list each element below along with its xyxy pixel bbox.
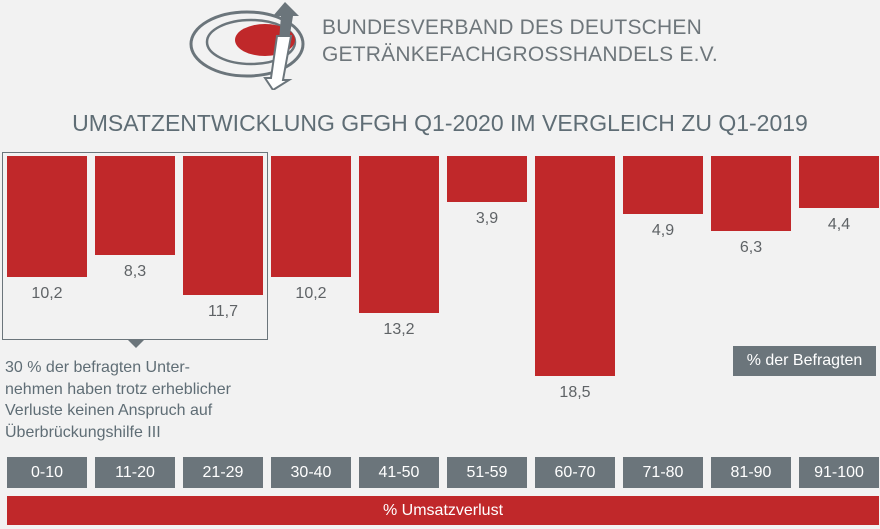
category-label: 91-100: [799, 457, 879, 488]
category-label: 71-80: [623, 457, 703, 488]
bar-60-70: [535, 156, 615, 377]
category-label: 0-10: [7, 457, 87, 488]
bar-71-80: [623, 156, 703, 215]
category-label: 30-40: [271, 457, 351, 488]
bar-81-90: [711, 156, 791, 231]
x-axis-label: % Umsatzverlust: [7, 496, 879, 525]
value-label: 3,9: [475, 210, 499, 228]
bar-0-10: [7, 156, 87, 278]
value-label: 13,2: [383, 321, 415, 339]
annotation-line: Überbrückungshilfe III: [5, 423, 161, 441]
category-label: 41-50: [359, 457, 439, 488]
ylabel-badge: % der Befragten: [733, 346, 876, 376]
org-name-line1: BUNDESVERBAND DES DEUTSCHEN: [322, 16, 702, 39]
value-label: 18,5: [559, 384, 591, 402]
bar-41-50: [359, 156, 439, 314]
value-label: 8,3: [123, 262, 147, 280]
bar-51-59: [447, 156, 527, 203]
category-label: 51-59: [447, 457, 527, 488]
category-label: 81-90: [711, 457, 791, 488]
category-label: 11-20: [95, 457, 175, 488]
bar-21-29: [183, 156, 263, 296]
value-label: 10,2: [295, 285, 327, 303]
annotation-line: nehmen haben trotz erheblicher: [5, 380, 231, 398]
bar-91-100: [799, 156, 879, 209]
value-label: 4,4: [827, 216, 851, 234]
annotation-text: 30 % der befragten Unter- nehmen haben t…: [5, 357, 285, 443]
value-label: 4,9: [651, 222, 675, 240]
value-label: 10,2: [31, 285, 63, 303]
bar-30-40: [271, 156, 351, 278]
org-name-line2: GETRÄNKEFACHGROSSHANDELS E.V.: [322, 43, 718, 66]
bar-11-20: [95, 156, 175, 255]
annotation-pointer: [127, 339, 145, 348]
value-label: 6,3: [739, 238, 763, 256]
chart-title: UMSATZENTWICKLUNG GFGH Q1-2020 IM VERGLE…: [72, 110, 808, 136]
annotation-line: Verluste keinen Anspruch auf: [5, 402, 213, 419]
category-label: 21-29: [183, 457, 263, 488]
category-label: 60-70: [535, 457, 615, 488]
value-label: 11,7: [208, 303, 238, 321]
logo-icon: [189, 2, 305, 90]
annotation-line: 30 % der befragten Unter-: [5, 359, 190, 376]
